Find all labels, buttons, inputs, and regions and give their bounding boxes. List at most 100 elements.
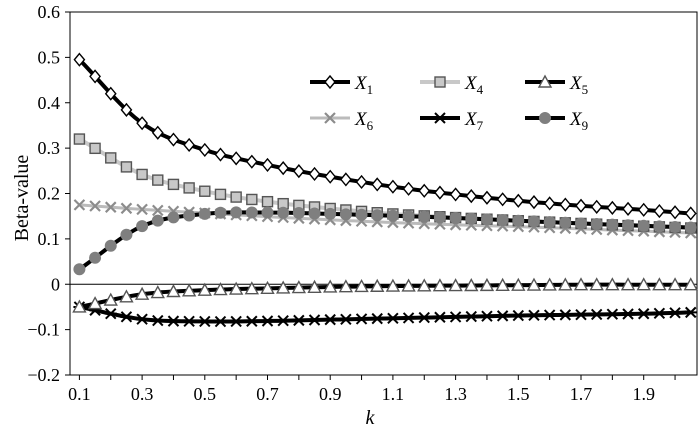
data-point (418, 210, 431, 223)
data-point (181, 283, 197, 297)
data-point (244, 281, 260, 295)
data-point (151, 314, 164, 327)
marker-stroke (230, 315, 243, 328)
data-point (512, 309, 525, 322)
data-point (559, 216, 572, 229)
data-point (370, 278, 385, 292)
data-point (669, 220, 682, 233)
marker-stroke (606, 308, 619, 320)
data-point (542, 277, 557, 291)
data-point (606, 200, 619, 215)
data-point (575, 198, 587, 213)
x-tick-label: 1.1 (382, 384, 405, 404)
data-point (622, 308, 635, 320)
y-axis-title: Beta-value (11, 155, 33, 242)
data-point (684, 306, 697, 319)
data-point (87, 296, 103, 310)
series-layer (72, 52, 698, 328)
legend-item-x6: X6 (310, 109, 374, 133)
data-point (371, 312, 384, 325)
data-point (653, 307, 666, 320)
legend-swatch-marker (434, 112, 446, 124)
marker-stroke (527, 309, 540, 322)
data-point (150, 285, 165, 299)
data-point (465, 189, 478, 204)
data-point (433, 311, 446, 323)
y-tick-label: −0.1 (27, 320, 60, 340)
legend-swatch-marker (434, 76, 446, 88)
legend-item-x4: X4 (420, 73, 484, 97)
x-tick-label: 1.9 (632, 384, 655, 404)
data-point (152, 174, 164, 186)
data-point (167, 211, 180, 224)
data-point (89, 142, 101, 155)
legend-swatch-marker (324, 112, 336, 124)
series-x1 (73, 52, 697, 221)
y-tick-label: 0.5 (38, 47, 61, 67)
data-point (120, 102, 133, 117)
data-point (276, 280, 291, 294)
marker-stroke (402, 312, 415, 324)
series-line (79, 282, 691, 309)
data-point (214, 206, 227, 219)
data-point (277, 161, 290, 176)
data-point (465, 212, 478, 225)
y-tick-label: −0.2 (27, 365, 60, 385)
marker-stroke (575, 308, 588, 321)
data-point (292, 314, 305, 327)
marker-stroke (433, 311, 446, 323)
data-point (198, 207, 211, 220)
data-point (292, 164, 305, 179)
marker-stroke (120, 311, 133, 323)
data-point (449, 187, 462, 202)
data-point (684, 206, 697, 221)
data-point (120, 202, 133, 215)
data-point (418, 183, 431, 198)
marker-stroke (324, 112, 336, 124)
data-point (136, 203, 148, 216)
x-tick-label: 0.9 (319, 384, 342, 404)
data-point (89, 200, 101, 212)
legend-item-x1: X1 (310, 73, 373, 97)
data-point (324, 313, 337, 326)
marker-stroke (449, 311, 462, 323)
y-tick-label: 0.1 (38, 229, 61, 249)
data-point (402, 312, 415, 324)
data-point (152, 204, 164, 217)
legend-swatch-marker (539, 112, 551, 124)
data-point (543, 196, 556, 211)
data-point (166, 284, 181, 298)
data-point (339, 313, 352, 326)
data-point (324, 169, 337, 184)
marker-stroke (465, 310, 478, 323)
data-point (246, 193, 258, 206)
data-point (512, 214, 525, 227)
data-point (198, 315, 211, 328)
marker-stroke (245, 315, 258, 327)
marker-stroke (669, 307, 682, 319)
legend-item-x9: X9 (525, 109, 588, 133)
legend-label: X9 (569, 109, 588, 133)
marker-stroke (590, 308, 603, 321)
data-point (230, 206, 243, 219)
data-point (401, 278, 416, 292)
marker-stroke (136, 313, 149, 325)
series-line (77, 58, 691, 216)
data-point (527, 215, 540, 228)
data-point (167, 132, 180, 147)
y-tick-label: 0.4 (38, 93, 61, 113)
marker-stroke (434, 112, 446, 124)
data-point (355, 313, 368, 325)
data-point (89, 251, 102, 264)
x-tick-label: 1.7 (570, 384, 593, 404)
x-tick-label: 1.5 (507, 384, 530, 404)
data-point (136, 116, 149, 131)
data-point (386, 312, 399, 324)
marker-stroke (152, 204, 164, 217)
data-point (386, 179, 399, 194)
data-point (261, 195, 274, 208)
data-point (434, 185, 446, 200)
data-point (73, 199, 86, 211)
data-point (669, 205, 681, 220)
